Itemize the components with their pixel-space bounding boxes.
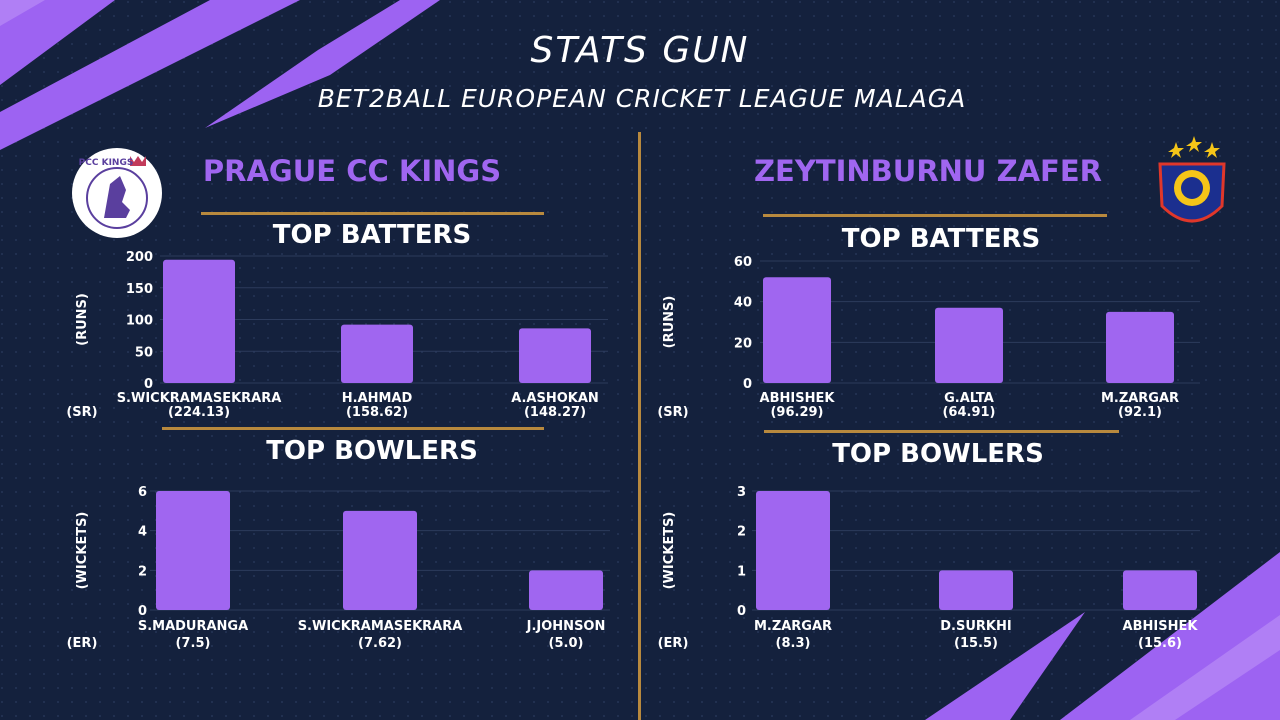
top-left-streak [205,0,440,128]
zeytinburnu-zafer-crest-icon [1156,136,1228,238]
team-name-left: PRAGUE CC KINGS [202,154,502,188]
section-heading-bowlers-right: TOP BOWLERS [832,439,1044,469]
bottom-right-streak [925,612,1085,720]
center-divider [638,132,641,720]
section-heading-batters-right: TOP BATTERS [841,224,1041,254]
pcc-kings-crest-icon: PCC KINGS [70,146,164,240]
logo-wordmark: PCC KINGS [79,158,134,168]
bottom-right-streak [1130,615,1280,720]
gold-rule [763,214,1107,217]
section-heading-batters-left: TOP BATTERS [272,220,472,250]
page-title: STATS GUN [530,30,750,71]
gold-rule [201,212,544,215]
top-left-streak [0,0,300,150]
gold-rule [764,430,1119,433]
section-heading-bowlers-left: TOP BOWLERS [266,436,478,466]
league-subtitle: BET2BALL EUROPEAN CRICKET LEAGUE MALAGA [317,84,967,113]
team-name-right: ZEYTINBURNU ZAFER [754,154,1102,188]
top-left-streak [0,0,45,26]
gold-rule [162,427,544,430]
top-left-streak [0,0,115,85]
